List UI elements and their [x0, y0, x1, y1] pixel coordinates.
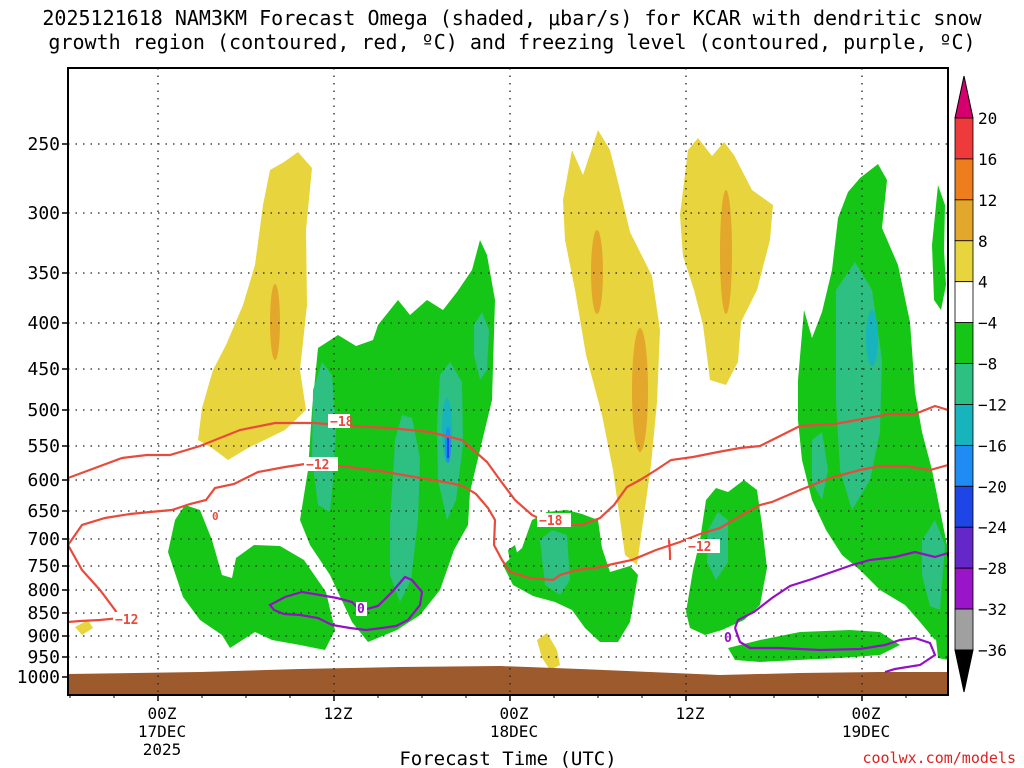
omega-green-region: [728, 630, 900, 662]
dgz-small-contour: [667, 539, 672, 560]
freezing-level-contour: [733, 627, 937, 674]
colorbar-swatch: [954, 322, 974, 364]
colorbar-top-arrow: [954, 75, 974, 119]
omega-yellow-region: [75, 620, 93, 635]
x-axis-label: Forecast Time (UTC): [399, 748, 616, 768]
colorbar-swatch: [954, 117, 974, 160]
colorbar-swatch: [954, 158, 974, 201]
pressure-tick-label: 550: [27, 436, 60, 457]
omega-teal-region: [922, 520, 945, 610]
colorbar-label: 20: [978, 109, 997, 128]
colorbar-label: −12: [978, 395, 1007, 414]
credit-text: coolwx.com/models: [862, 749, 1016, 767]
pressure-tick-label: 850: [27, 603, 60, 624]
colorbar-swatch: [954, 608, 974, 651]
time-tick-label: 19DEC: [842, 722, 890, 741]
omega-colorbar: 20 16 12 8 4 −4 −8 −12 −16 −20 −24 −28 −32 −36: [954, 75, 1007, 693]
freezing-level-contour: [733, 550, 948, 629]
dgz-bottom-contour: [68, 462, 948, 582]
pressure-tick-label: 350: [27, 263, 60, 284]
colorbar-swatch: [954, 526, 974, 569]
colorbar-swatch: [954, 363, 974, 405]
pressure-axis: 2503003504004505005506006507007508008509…: [17, 134, 68, 688]
omega-teal-region: [312, 362, 336, 512]
time-tick-label: 00Z: [500, 704, 529, 723]
omega-orange-core: [632, 328, 648, 452]
colorbar-bottom-arrow: [954, 649, 974, 693]
colorbar-label: 16: [978, 150, 997, 169]
dgz-top-label: −18: [539, 514, 563, 529]
dgz-bottom-label: −12: [115, 613, 138, 628]
pressure-tick-label: 1000: [17, 667, 60, 688]
pressure-tick-label: 700: [27, 529, 60, 550]
colorbar-swatch: [954, 199, 974, 242]
colorbar-swatch: [954, 281, 974, 324]
pressure-tick-label: 900: [27, 626, 60, 647]
pressure-tick-label: 650: [27, 501, 60, 522]
pressure-tick-label: 300: [27, 203, 60, 224]
zero-isotherm-label: 0: [212, 510, 219, 523]
colorbar-label: −24: [978, 518, 1007, 537]
omega-green-region: [935, 620, 948, 660]
time-tick-label: 17DEC: [138, 722, 186, 741]
pressure-tick-label: 500: [27, 400, 60, 421]
omega-green-region: [508, 545, 519, 568]
time-tick-label: 18DEC: [490, 722, 538, 741]
freezing-level-label: 0: [357, 602, 365, 617]
freezing-level-label: 0: [724, 631, 732, 646]
omega-orange-core: [591, 230, 603, 314]
ground-fill: [68, 666, 948, 695]
omega-green-region: [932, 185, 946, 310]
colorbar-swatch: [954, 444, 974, 487]
chart-title-line-1: 2025121618 NAM3KM Forecast Omega (shaded…: [42, 6, 982, 30]
dgz-bottom-label: −12: [306, 458, 329, 473]
pressure-tick-label: 400: [27, 313, 60, 334]
pressure-tick-label: 750: [27, 556, 60, 577]
omega-yellow-region: [198, 152, 312, 460]
chart-title-line-2: growth region (contoured, red, ºC) and f…: [48, 30, 976, 54]
colorbar-label: −16: [978, 436, 1007, 455]
omega-yellow-region: [563, 130, 660, 565]
omega-cyan-core: [866, 310, 878, 366]
pressure-tick-label: 800: [27, 580, 60, 601]
time-tick-label: 12Z: [676, 704, 705, 723]
dgz-bottom-label: −12: [688, 540, 711, 555]
omega-yellow-region: [537, 633, 560, 670]
pressure-tick-label: 600: [27, 470, 60, 491]
omega-green-region: [503, 510, 638, 642]
omega-orange-core: [720, 190, 732, 314]
shading-layer: −18 −12 −18 −12 −12 0 0 0: [68, 68, 948, 695]
colorbar-label: −32: [978, 600, 1007, 619]
time-tick-label: 12Z: [324, 704, 353, 723]
dgz-top-contour: [68, 404, 948, 527]
omega-teal-region: [474, 312, 489, 380]
time-tick-label: 00Z: [148, 704, 177, 723]
dgz-top-label: −18: [330, 415, 354, 430]
colorbar-swatch: [954, 567, 974, 610]
colorbar-label: −20: [978, 477, 1007, 496]
time-tick-label: 00Z: [852, 704, 881, 723]
colorbar-label: 8: [978, 232, 988, 251]
pressure-tick-label: 950: [27, 647, 60, 668]
time-tick-label: 2025: [143, 740, 182, 759]
omega-darkblue-core: [447, 438, 449, 458]
plot-border: [67, 67, 949, 696]
freezing-level-contour: [268, 575, 424, 632]
pressure-tick-label: 450: [27, 359, 60, 380]
colorbar-label: −8: [978, 355, 997, 374]
colorbar-label: −4: [978, 314, 997, 333]
pressure-tick-label: 250: [27, 134, 60, 155]
omega-orange-core: [270, 284, 280, 360]
colorbar-label: 12: [978, 191, 997, 210]
colorbar-swatch: [954, 240, 974, 283]
colorbar-label: 4: [978, 273, 988, 292]
colorbar-label: −28: [978, 559, 1007, 578]
colorbar-swatch: [954, 485, 974, 528]
colorbar-swatch: [954, 404, 974, 446]
omega-teal-region: [390, 415, 420, 602]
colorbar-label: −36: [978, 641, 1007, 660]
